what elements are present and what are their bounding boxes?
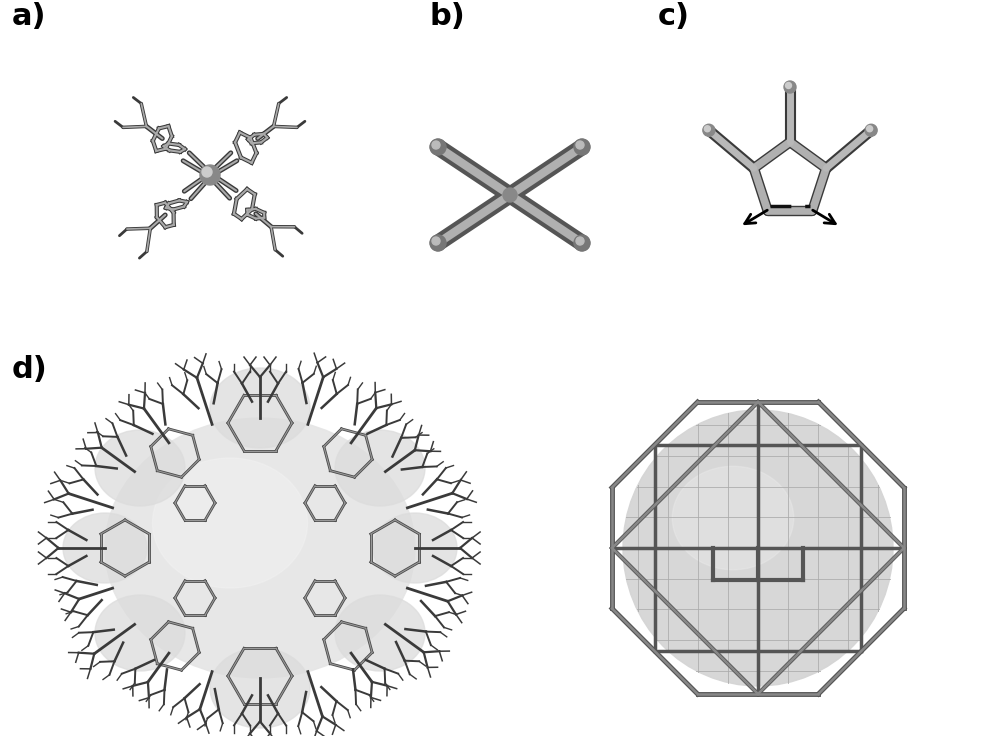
Ellipse shape xyxy=(95,595,185,671)
Ellipse shape xyxy=(373,513,457,583)
Ellipse shape xyxy=(335,595,425,671)
Ellipse shape xyxy=(152,458,308,588)
Circle shape xyxy=(704,126,710,132)
Circle shape xyxy=(432,141,440,149)
Text: c): c) xyxy=(658,2,690,31)
Circle shape xyxy=(576,237,584,245)
Text: d): d) xyxy=(12,355,48,384)
Circle shape xyxy=(432,237,440,245)
Circle shape xyxy=(576,141,584,149)
Text: a): a) xyxy=(12,2,46,31)
Circle shape xyxy=(430,139,446,155)
Ellipse shape xyxy=(95,430,185,506)
Circle shape xyxy=(202,167,212,177)
Circle shape xyxy=(574,235,590,251)
Circle shape xyxy=(865,124,877,136)
Circle shape xyxy=(867,126,873,132)
Circle shape xyxy=(703,124,715,136)
Circle shape xyxy=(503,188,517,202)
Ellipse shape xyxy=(335,430,425,506)
Circle shape xyxy=(786,82,792,88)
Circle shape xyxy=(200,165,220,185)
Ellipse shape xyxy=(210,648,310,728)
Ellipse shape xyxy=(210,368,310,448)
Circle shape xyxy=(430,235,446,251)
Circle shape xyxy=(574,139,590,155)
Ellipse shape xyxy=(672,466,794,570)
Ellipse shape xyxy=(623,410,893,686)
Text: b): b) xyxy=(430,2,466,31)
Ellipse shape xyxy=(105,418,415,678)
Circle shape xyxy=(784,81,796,93)
Ellipse shape xyxy=(63,513,147,583)
